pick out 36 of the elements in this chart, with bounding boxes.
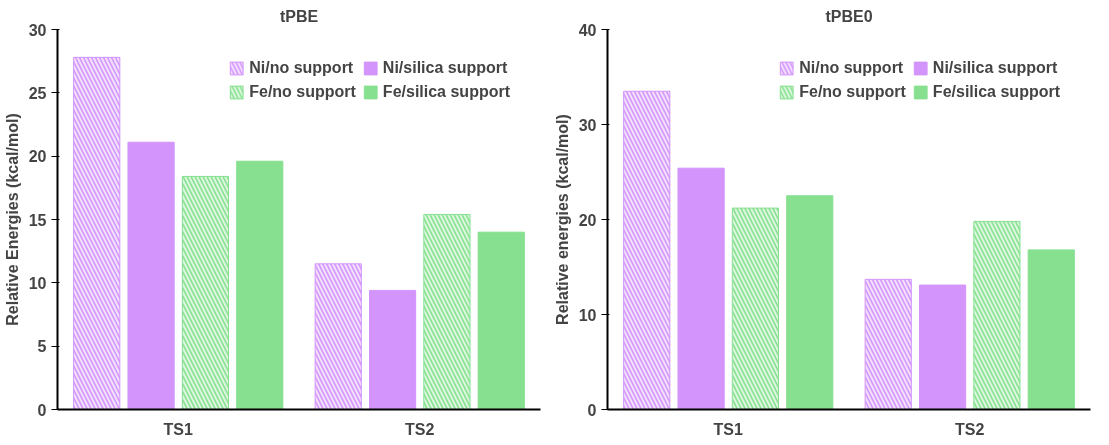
legend-label: Ni/silica support: [932, 59, 1058, 77]
bar: [236, 160, 284, 410]
bar: [127, 141, 175, 410]
y-tick-label: 0: [587, 401, 597, 419]
y-axis-title: Relative energies (kcal/mol): [553, 114, 571, 325]
chart-title: tPBE: [279, 7, 319, 25]
legend-label: Ni/no support: [799, 59, 904, 77]
bar: [1027, 249, 1075, 410]
y-tick-label: 5: [37, 338, 47, 356]
y-tick-label: 40: [578, 21, 597, 39]
bar: [368, 289, 417, 410]
bar: [918, 284, 967, 410]
chart-title: tPBE0: [825, 7, 873, 25]
y-tick-label: 30: [28, 21, 47, 39]
legend-label: Ni/no support: [249, 59, 354, 77]
y-tick-label: 25: [28, 84, 47, 102]
x-tick-label: TS1: [163, 420, 194, 438]
bar: [477, 231, 525, 410]
y-tick-label: 10: [578, 306, 597, 324]
bar: [677, 167, 725, 410]
y-tick-label: 0: [37, 401, 47, 419]
legend-label: Ni/silica support: [382, 59, 508, 77]
y-tick-label: 20: [28, 148, 47, 166]
y-tick-label: 20: [578, 211, 597, 229]
bar: [786, 195, 834, 410]
legend-label: Fe/no support: [249, 83, 356, 101]
y-tick-label: 30: [578, 116, 597, 134]
legend-label: Fe/silica support: [932, 83, 1060, 101]
x-tick-label: TS2: [955, 420, 985, 438]
x-tick-label: TS1: [713, 420, 744, 438]
y-tick-label: 10: [28, 274, 47, 292]
legend-label: Fe/silica support: [382, 83, 510, 101]
legend-label: Fe/no support: [799, 83, 906, 101]
y-tick-label: 15: [28, 211, 47, 229]
y-axis-title: Relative Energies (kcal/mol): [3, 113, 21, 326]
x-tick-label: TS2: [405, 420, 435, 438]
